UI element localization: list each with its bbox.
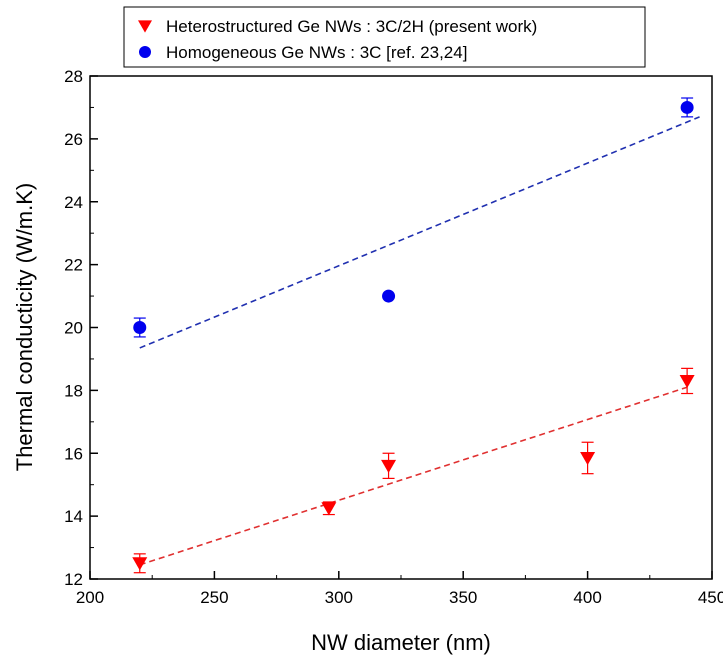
y-tick-label: 14 [64,507,83,526]
legend-label: Heterostructured Ge NWs : 3C/2H (present… [166,17,537,36]
x-tick-label: 450 [698,588,723,607]
data-point-series-0 [321,502,337,516]
legend-box [123,6,646,68]
x-tick-label: 200 [76,588,104,607]
data-point-series-0 [381,459,397,473]
legend-marker-triangle [138,20,152,33]
x-tick-label: 300 [325,588,353,607]
y-tick-label: 22 [64,256,83,275]
trendline-series-0 [139,386,688,566]
data-point-series-0 [679,374,695,389]
data-point-series-1 [382,289,396,303]
legend-label: Homogeneous Ge NWs : 3C [ref. 23,24] [166,43,467,62]
plot-frame [89,75,713,580]
y-tick-label: 12 [64,570,83,589]
legend: Heterostructured Ge NWs : 3C/2H (present… [123,6,646,68]
x-axis-title: NW diameter (nm) [311,630,491,655]
data-point-series-1 [133,321,147,334]
y-tick-label: 26 [64,130,83,149]
x-tick-label: 350 [449,588,477,607]
data-point-series-0 [132,557,148,571]
y-tick-label: 16 [64,444,83,463]
y-tick-label: 24 [64,193,83,212]
trendline-series-1 [139,116,700,349]
y-tick-label: 18 [64,381,83,400]
y-axis: 12 14 16 18 20 22 24 26 28 [64,67,98,589]
y-tick-label: 20 [64,319,83,338]
data-points [132,100,695,571]
x-axis: 200 250 300 350 400 450 [76,571,723,607]
trendlines [139,116,700,566]
x-tick-label: 400 [573,588,601,607]
y-tick-label: 28 [64,67,83,86]
data-point-series-0 [580,451,596,466]
legend-marker-circle [139,46,151,58]
data-point-series-1 [680,100,694,114]
x-tick-label: 250 [200,588,228,607]
error-bars [133,97,694,574]
y-axis-title: Thermal conducticity (W/m.K) [12,183,37,472]
